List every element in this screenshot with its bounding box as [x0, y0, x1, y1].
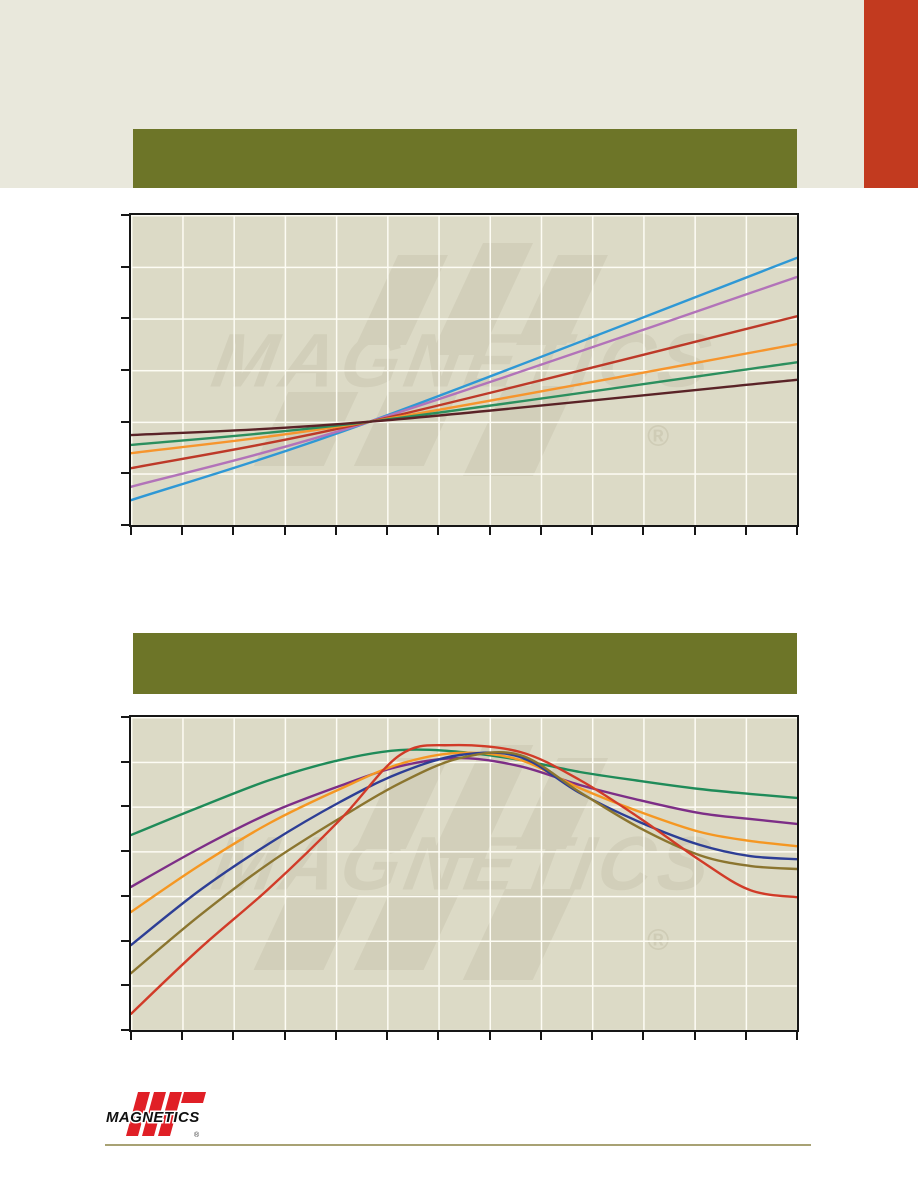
- x-axis-tick: [386, 527, 389, 535]
- section-header-bar-2: [133, 633, 797, 694]
- x-axis-tick: [693, 1032, 696, 1040]
- plot-area-bottom: MAGNETICS ®: [121, 715, 799, 1040]
- chart-top: MAGNETICS ®: [121, 213, 799, 535]
- y-axis-tick: [121, 716, 129, 718]
- y-axis-tick: [121, 317, 129, 320]
- x-axis-tick: [130, 527, 132, 535]
- x-axis-tick: [386, 1032, 389, 1040]
- x-axis-tick: [334, 527, 337, 535]
- logo-bar-icon: [142, 1092, 166, 1136]
- chart-bottom: MAGNETICS ®: [121, 715, 799, 1040]
- series-red-line: [131, 743, 797, 1016]
- series-navy-line: [131, 751, 797, 947]
- data-curves: [131, 743, 797, 1016]
- plot-area-top: MAGNETICS ®: [121, 213, 799, 535]
- y-axis-tick: [121, 472, 129, 475]
- series-red-line: [131, 315, 797, 470]
- section-header-bar-1: [133, 129, 797, 188]
- series-violet-line: [131, 275, 797, 488]
- corner-accent-bar: [864, 0, 918, 188]
- x-axis-tick: [232, 527, 235, 535]
- x-axis-tick: [744, 527, 747, 535]
- series-violet-line: [131, 756, 797, 889]
- series-olive-line: [131, 751, 797, 975]
- series-green-line: [131, 361, 797, 447]
- x-axis-tick: [181, 1032, 184, 1040]
- logo-bar-icon: [181, 1092, 206, 1103]
- y-axis-tick: [121, 420, 129, 423]
- x-axis-tick: [488, 1032, 491, 1040]
- footer-rule: [105, 1144, 811, 1146]
- series-green-line: [131, 748, 797, 837]
- x-axis-tick: [796, 1032, 798, 1040]
- series-blue-line: [131, 256, 797, 502]
- x-axis-tick: [693, 527, 696, 535]
- x-axis-tick: [283, 1032, 286, 1040]
- x-axis-tick: [437, 1032, 440, 1040]
- logo-bar-icon: [158, 1092, 182, 1136]
- x-axis-tick: [232, 1032, 235, 1040]
- y-axis-tick: [121, 524, 129, 526]
- y-axis-tick: [121, 265, 129, 268]
- x-axis-tick: [181, 527, 184, 535]
- y-axis-tick: [121, 850, 129, 853]
- y-axis-tick: [121, 1029, 129, 1031]
- logo-registered-icon: ®: [194, 1131, 200, 1139]
- magnetics-logo-graphic: MAGNETICS ®: [105, 1092, 206, 1139]
- x-axis-tick: [334, 1032, 337, 1040]
- logo-bar-icon: [126, 1092, 150, 1136]
- x-axis-tick: [437, 527, 440, 535]
- x-axis-tick: [642, 527, 645, 535]
- magnetics-logo: MAGNETICS ®: [105, 1090, 218, 1140]
- x-axis-tick: [744, 1032, 747, 1040]
- logo-text: MAGNETICS: [106, 1109, 200, 1126]
- x-axis-tick: [539, 527, 542, 535]
- y-axis-tick: [121, 760, 129, 763]
- x-axis-tick: [796, 527, 798, 535]
- x-axis-tick: [591, 527, 594, 535]
- series-maroon-line: [131, 378, 797, 437]
- y-axis-tick: [121, 805, 129, 808]
- y-axis-tick: [121, 894, 129, 897]
- y-axis-tick: [121, 939, 129, 942]
- x-axis-tick: [642, 1032, 645, 1040]
- x-axis-tick: [283, 527, 286, 535]
- x-axis-tick: [130, 1032, 132, 1040]
- data-curves: [131, 256, 797, 502]
- x-axis-tick: [488, 527, 491, 535]
- x-axis-tick: [539, 1032, 542, 1040]
- x-axis-tick: [591, 1032, 594, 1040]
- y-axis-tick: [121, 369, 129, 371]
- y-axis-tick: [121, 984, 129, 987]
- y-axis-tick: [121, 214, 129, 216]
